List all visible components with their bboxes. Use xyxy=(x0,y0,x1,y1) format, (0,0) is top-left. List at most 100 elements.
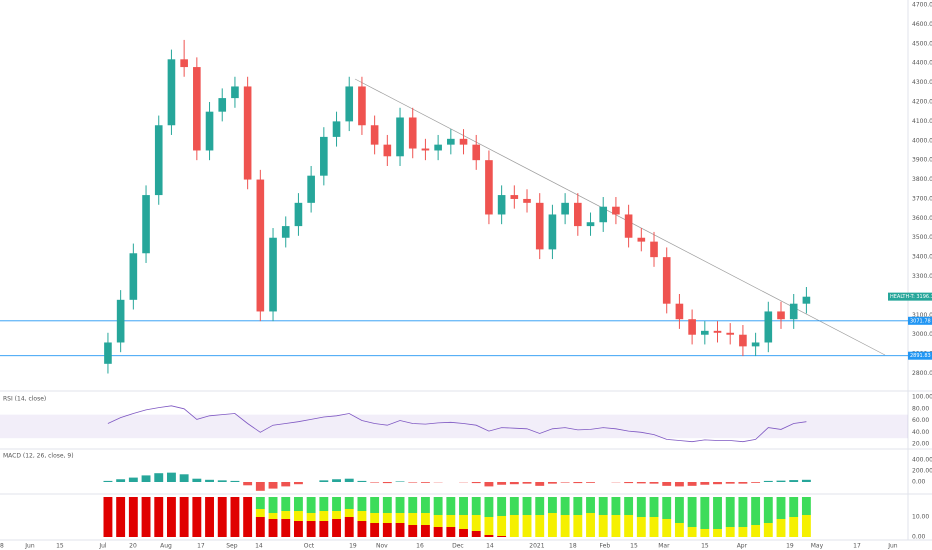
macd-bar xyxy=(408,482,418,483)
stacked-bar xyxy=(649,517,659,537)
stacked-bar xyxy=(255,509,265,517)
y-tick-label: 4500.00 xyxy=(912,40,932,47)
stacked-bar xyxy=(268,513,278,519)
trend-line xyxy=(354,78,886,356)
candle-body xyxy=(764,311,773,343)
macd-bar xyxy=(535,482,545,486)
macd-bar xyxy=(281,482,291,487)
macd-bar xyxy=(103,480,113,482)
stacked-bar xyxy=(370,513,380,523)
candle-body xyxy=(218,98,227,112)
x-tick-label: 2021 xyxy=(529,543,544,550)
level-label-box xyxy=(908,316,932,325)
stacked-bar xyxy=(281,519,291,537)
stacked-bar xyxy=(382,497,392,513)
x-tick-label: 17 xyxy=(853,543,861,550)
stacked-bar xyxy=(560,497,570,515)
macd-bar xyxy=(179,474,189,482)
x-tick-label: Dec xyxy=(452,543,464,550)
x-tick-label: 15 xyxy=(630,543,638,550)
candle-body xyxy=(789,303,798,320)
stacked-bar xyxy=(357,497,367,511)
stacked-bar xyxy=(649,497,659,517)
y-tick-label: 60.00 xyxy=(912,417,929,424)
macd-bar xyxy=(484,482,494,487)
candle-body xyxy=(612,206,620,215)
stacked-bar xyxy=(776,519,786,537)
candle-body xyxy=(332,121,341,137)
x-tick-label: Jul xyxy=(98,543,107,550)
stacked-bar xyxy=(128,497,138,537)
x-tick-label: Aug xyxy=(160,543,172,550)
macd-bar xyxy=(662,482,672,486)
macd-bar xyxy=(560,482,570,483)
candle-body xyxy=(510,195,519,199)
stacked-bar xyxy=(268,519,278,537)
candle-body xyxy=(345,86,354,122)
macd-bar xyxy=(801,479,811,482)
candle-body xyxy=(434,144,442,151)
x-tick-label: Jun xyxy=(887,543,898,550)
y-tick-label: 20.00 xyxy=(912,441,929,448)
stacked-bar xyxy=(763,497,773,523)
macd-bar xyxy=(471,482,481,484)
candle-body xyxy=(116,299,125,343)
stacked-bar xyxy=(586,513,595,537)
macd-bar xyxy=(497,482,507,485)
stacked-bar xyxy=(611,515,621,537)
macd-bar xyxy=(522,482,532,484)
macd-bar xyxy=(763,480,773,482)
stacked-bar xyxy=(306,513,316,521)
macd-bar xyxy=(713,482,722,485)
stacked-bar xyxy=(522,497,532,515)
stacked-bar xyxy=(738,527,748,537)
candle-body xyxy=(739,334,747,347)
stacked-bar xyxy=(624,515,634,537)
stacked-bar xyxy=(319,511,329,521)
rsi-line xyxy=(107,405,807,443)
candle-body xyxy=(624,214,633,238)
candle-body xyxy=(688,319,696,335)
macd-bar xyxy=(789,480,799,482)
y-tick-label: 3500.00 xyxy=(912,234,932,241)
stacked-bar xyxy=(687,497,697,527)
candle-body xyxy=(396,117,404,157)
stacked-bar xyxy=(433,515,443,527)
x-tick-label: 15 xyxy=(56,543,64,550)
candle-body xyxy=(485,160,493,215)
level-label: 3071.78 xyxy=(910,318,931,324)
stacked-bar xyxy=(344,497,354,509)
stacked-bar xyxy=(497,497,507,516)
x-tick-label: 15 xyxy=(701,543,709,550)
macd-bar xyxy=(725,482,735,484)
x-tick-label: Oct xyxy=(304,543,315,550)
candle-body xyxy=(307,175,315,203)
stacked-bar xyxy=(674,497,684,523)
stacked-bar xyxy=(560,515,570,537)
candle-body xyxy=(497,195,506,215)
macd-bar xyxy=(687,482,697,486)
stacked-bar xyxy=(446,527,456,537)
stacked-bar xyxy=(332,519,341,537)
candle-body xyxy=(231,86,239,99)
y-tick-label: 0.00 xyxy=(912,534,926,541)
macd-bar xyxy=(674,482,684,487)
y-tick-label: 200.00 xyxy=(912,468,932,475)
macd-bar xyxy=(293,482,303,485)
macd-bar xyxy=(509,482,519,485)
stacked-bar xyxy=(471,531,481,537)
stacked-bar xyxy=(662,497,672,519)
macd-bar xyxy=(243,482,253,486)
stacked-bar xyxy=(751,525,761,537)
candle-body xyxy=(726,332,735,335)
x-tick-label: 19 xyxy=(786,543,794,550)
x-tick-label: 18 xyxy=(569,543,577,550)
x-tick-label: May xyxy=(811,543,824,550)
macd-bar xyxy=(166,472,176,482)
stacked-bar xyxy=(713,497,722,529)
stacked-bar xyxy=(725,527,735,537)
y-tick-label: 3300.00 xyxy=(912,273,932,280)
rsi-title: RSI (14, close) xyxy=(3,396,46,403)
candle-body xyxy=(586,222,595,227)
